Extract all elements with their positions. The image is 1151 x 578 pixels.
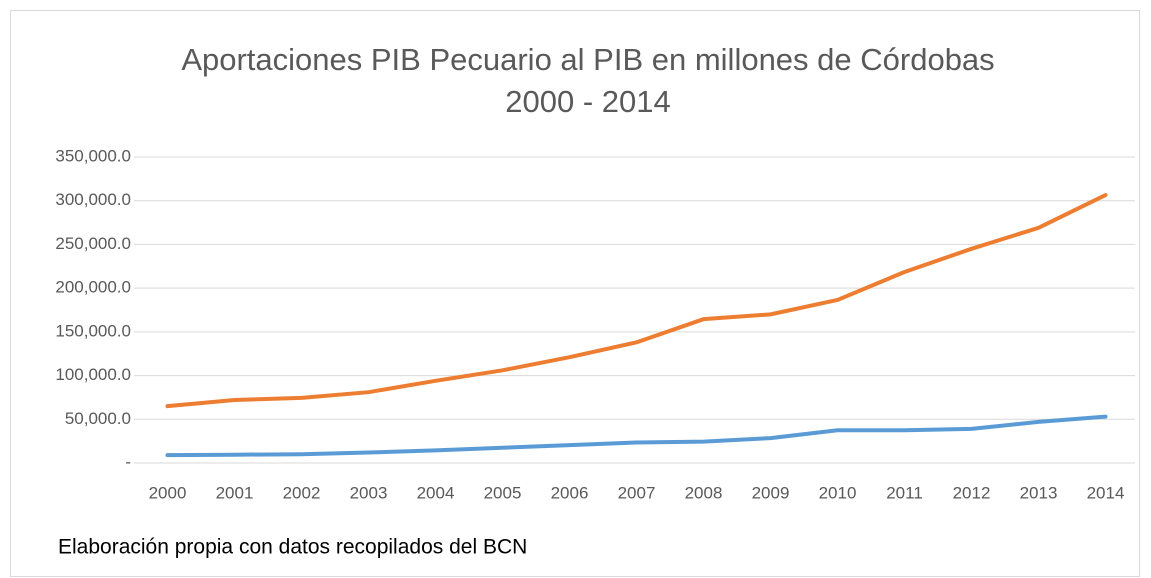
x-tick-label: 2009 bbox=[752, 483, 790, 502]
y-tick-label: 100,000.0 bbox=[55, 365, 131, 384]
chart-frame bbox=[10, 10, 1140, 577]
x-tick-label: 2001 bbox=[216, 483, 254, 502]
x-tick-label: 2002 bbox=[283, 483, 321, 502]
chart-subtitle: 2000 - 2014 bbox=[505, 84, 670, 119]
y-tick-label: 200,000.0 bbox=[55, 278, 131, 297]
chart-title: Aportaciones PIB Pecuario al PIB en mill… bbox=[181, 42, 994, 77]
x-tick-label: 2012 bbox=[953, 483, 991, 502]
annotation: Elaboración propia con datos recopilados… bbox=[58, 536, 527, 559]
x-tick-label: 2007 bbox=[618, 483, 656, 502]
x-tick-label: 2004 bbox=[417, 483, 455, 502]
x-tick-label: 2010 bbox=[819, 483, 857, 502]
x-tick-label: 2011 bbox=[886, 483, 923, 502]
x-tick-label: 2008 bbox=[685, 483, 723, 502]
x-tick-label: 2014 bbox=[1087, 483, 1125, 502]
x-tick-label: 2003 bbox=[350, 483, 388, 502]
y-tick-label: 250,000.0 bbox=[55, 234, 131, 253]
y-tick-label: 150,000.0 bbox=[55, 321, 131, 340]
y-tick-label: 350,000.0 bbox=[55, 146, 131, 165]
y-tick-label: - bbox=[125, 452, 131, 471]
series-line bbox=[165, 193, 1108, 409]
x-tick-label: 2000 bbox=[149, 483, 187, 502]
x-tick-label: 2006 bbox=[551, 483, 589, 502]
series-line bbox=[165, 414, 1108, 458]
x-tick-label: 2013 bbox=[1020, 483, 1058, 502]
y-tick-label: 300,000.0 bbox=[55, 190, 131, 209]
x-tick-label: 2005 bbox=[484, 483, 522, 502]
y-tick-label: 50,000.0 bbox=[65, 409, 131, 428]
